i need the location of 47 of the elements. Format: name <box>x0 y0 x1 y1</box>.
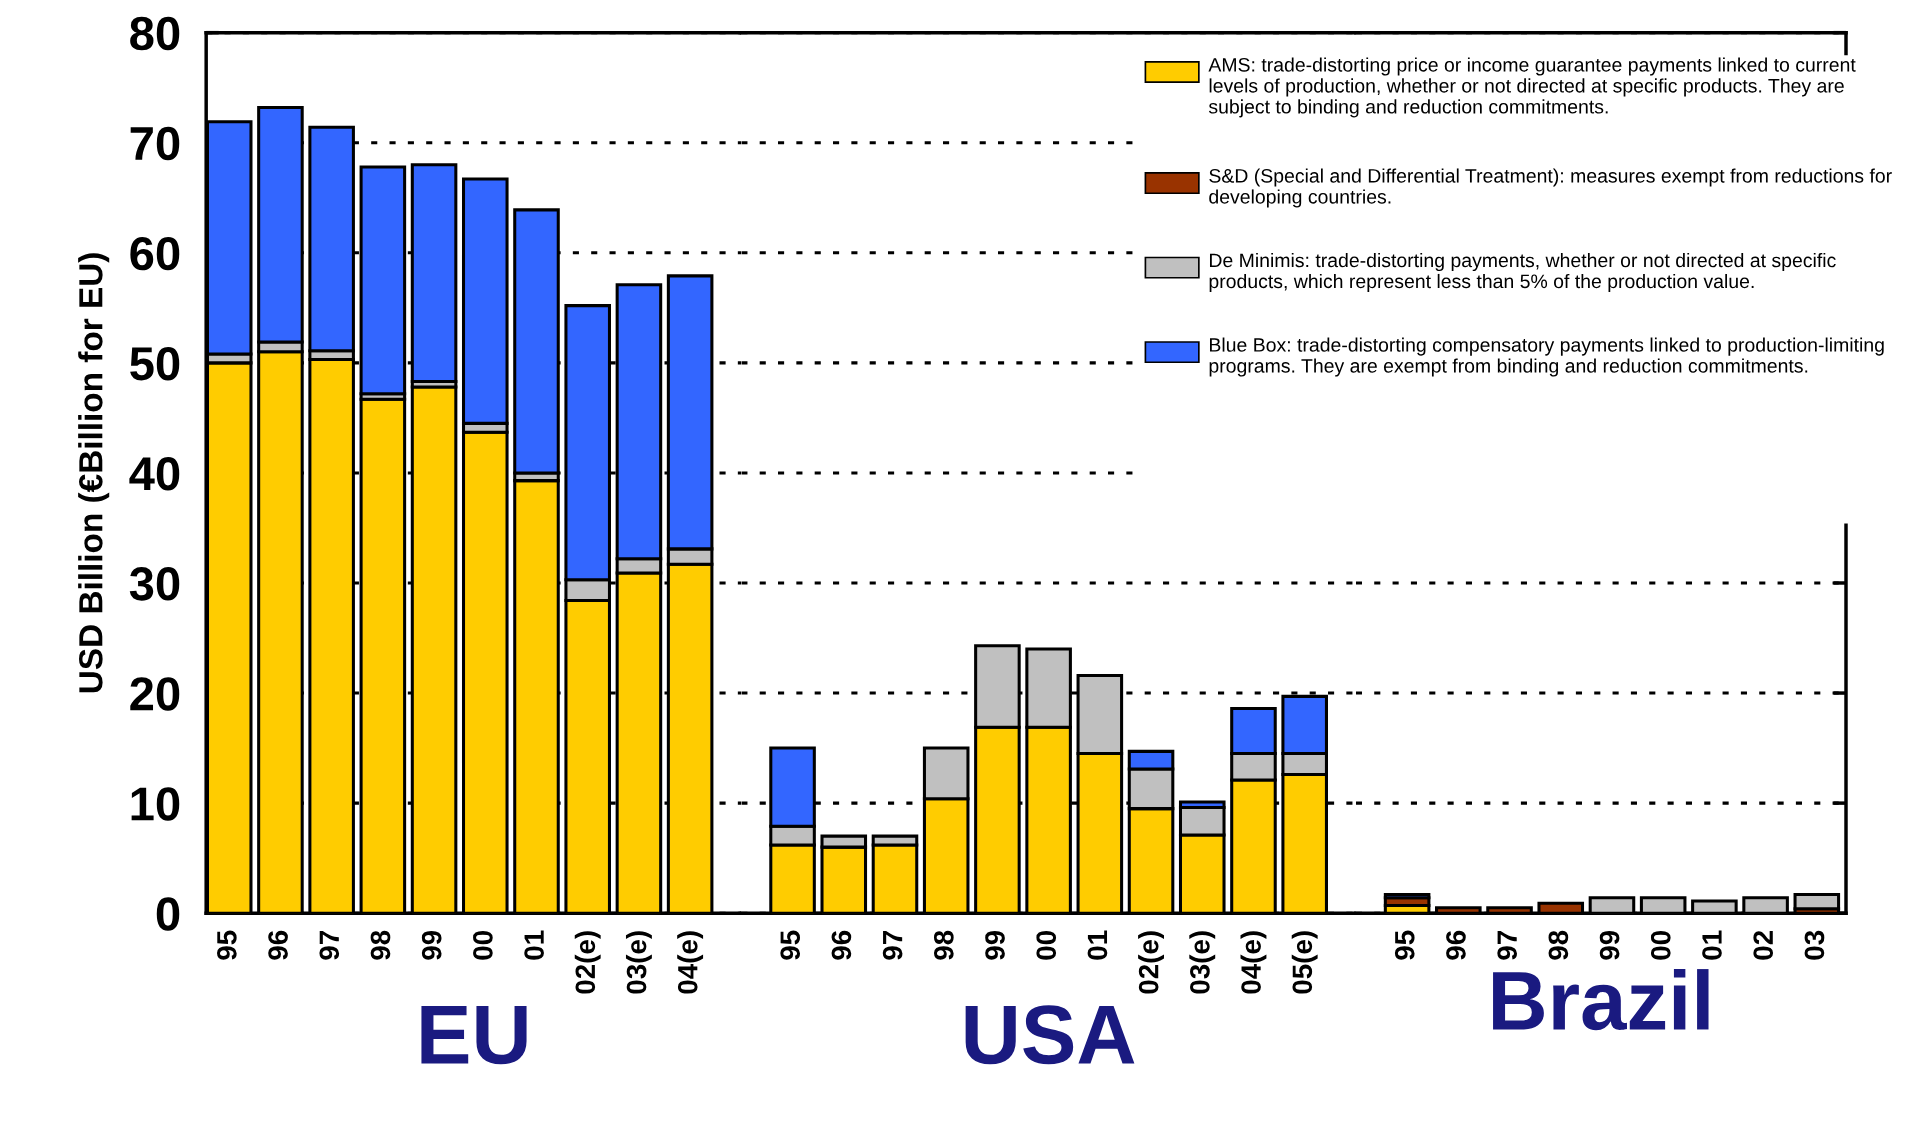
x-tick-label: 03(e) <box>625 931 652 994</box>
x-tick-label: 95 <box>1394 930 1415 960</box>
y-tick-label: 80 <box>130 16 180 51</box>
x-tick-label: 97 <box>319 931 340 960</box>
y-tick-label: 60 <box>130 236 180 271</box>
x-tick-label: 02(e) <box>574 931 601 994</box>
x-tick-label: 96 <box>831 930 852 960</box>
x-tick-label: 01 <box>1702 930 1722 960</box>
x-tick-label: 96 <box>268 930 288 960</box>
legend-label: De Minimis: trade-distorting payments, whether or not directed at specific products, which represent less than 5% of the production value. <box>1209 252 1836 293</box>
x-tick-label: 99 <box>1599 930 1620 960</box>
y-tick-label: 20 <box>130 677 180 711</box>
x-axis-title: USA <box>965 1005 1135 1065</box>
x-tick-label: 00 <box>1036 930 1057 960</box>
x-tick-label: 98 <box>370 930 391 960</box>
x-tick-label: 96 <box>1446 930 1466 960</box>
x-tick-label: 00 <box>473 930 493 960</box>
legend-label: S&D (Special and Differential Treatment): measures exempt from reductions for developing countries. <box>1209 168 1892 208</box>
y-tick-label: 40 <box>129 457 180 491</box>
x-axis-title: EU <box>421 1006 527 1065</box>
legend-label: Blue Box: trade-distorting compensatory payments linked to production-limiting programs. They are exempt from binding and reduction commitments. <box>1209 337 1884 377</box>
x-tick-label: 95 <box>217 930 237 960</box>
x-tick-label: 02 <box>1753 930 1774 960</box>
x-tick-label: 97 <box>1497 931 1517 960</box>
x-tick-label: 04(e) <box>1240 931 1267 994</box>
y-tick-label: 70 <box>130 126 180 161</box>
y-axis-title: USD Billion (€Billion for EU) <box>78 253 110 693</box>
x-tick-label: 04(e) <box>677 931 704 994</box>
x-tick-label: 03 <box>1804 930 1825 960</box>
y-tick-label: 0 <box>156 897 180 931</box>
y-tick-label: 30 <box>129 567 180 601</box>
x-tick-label: 98 <box>1548 930 1569 960</box>
x-tick-label: 99 <box>421 930 442 960</box>
x-tick-label: 98 <box>933 930 954 960</box>
x-tick-label: 02(e) <box>1138 931 1164 994</box>
y-tick-label: 10 <box>131 787 180 821</box>
x-tick-label: 01 <box>524 930 544 960</box>
legend-label: AMS: trade-distorting price or income guarantee payments linked to current levels of production, whether or not directed at specific products. They are subject to binding and reduction commitments. <box>1208 57 1856 118</box>
x-tick-label: 97 <box>882 931 903 960</box>
x-tick-label: 99 <box>985 930 1005 960</box>
x-axis-title: Brazil <box>1493 969 1709 1031</box>
x-tick-label: 05(e) <box>1291 931 1318 994</box>
x-tick-label: 01 <box>1087 930 1108 960</box>
x-tick-label: 00 <box>1650 930 1671 960</box>
x-tick-label: 03(e) <box>1189 931 1216 994</box>
y-tick-label: 50 <box>130 346 180 381</box>
x-tick-label: 95 <box>780 930 801 960</box>
